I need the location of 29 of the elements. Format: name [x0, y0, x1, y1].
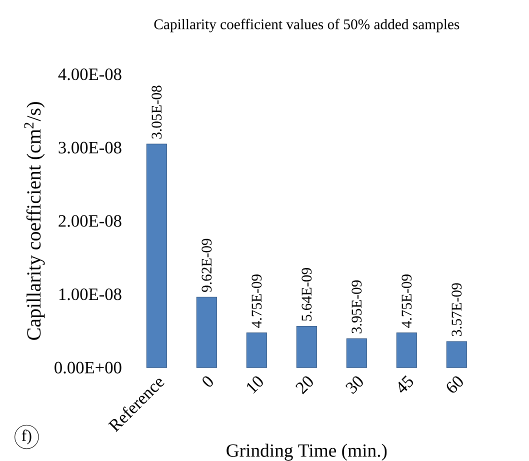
chart-title: Capillarity coefficient values of 50% added samples: [154, 18, 460, 32]
x-tick-label: 0: [202, 376, 213, 387]
data-label: 9.62E-09: [202, 238, 212, 292]
data-label: 4.75E-09: [252, 274, 262, 328]
bar: [146, 144, 167, 368]
bar: [196, 296, 217, 368]
x-tick-label: 45: [398, 375, 413, 393]
y-tick-label: 0.00E+00: [54, 362, 122, 374]
data-label: 4.75E-09: [402, 274, 412, 328]
x-tick-label: 20: [296, 376, 313, 394]
bar: [296, 326, 317, 368]
text: f): [22, 430, 32, 444]
data-label: 3.57E-09: [452, 283, 462, 336]
x-axis-title: Grinding Time (min.): [226, 444, 387, 461]
x-tick-label: 30: [346, 376, 363, 394]
bar: [346, 338, 367, 368]
y-tick-label: 2.00E-08: [58, 215, 122, 227]
x-tick-label: 10: [246, 376, 263, 394]
data-label: 3.05E-08: [152, 86, 162, 139]
y-axis-title: Capillarity coefficient (cm$^{2}$/s): [24, 102, 45, 340]
y-tick-label: 3.00E-08: [58, 142, 122, 154]
y-tick-label: 1.00E-08: [59, 288, 122, 300]
x-tick-label: 60: [446, 376, 463, 393]
bar: [246, 332, 267, 368]
data-label: 5.64E-09: [302, 268, 312, 321]
bar: [396, 332, 417, 368]
bar: [446, 341, 467, 368]
y-tick-label: 4.00E-08: [58, 68, 122, 80]
data-label: 3.95E-09: [352, 280, 362, 334]
